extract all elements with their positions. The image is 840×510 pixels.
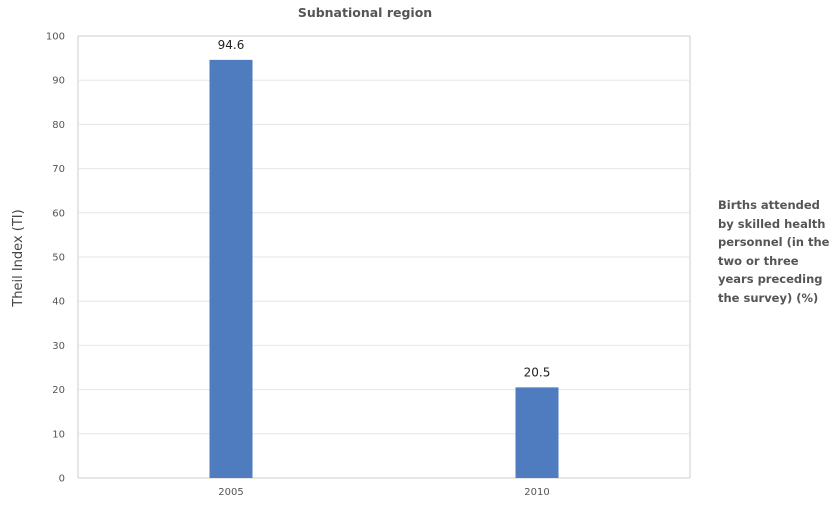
bar-series	[209, 59, 559, 478]
y-tick-label: 40	[52, 297, 65, 308]
data-label-2005: 94.6	[218, 38, 245, 52]
bar-2010[interactable]	[515, 387, 559, 478]
bar-2005[interactable]	[209, 59, 253, 478]
y-tick-label: 10	[52, 429, 65, 440]
x-axis-ticks: 2005 2010	[218, 487, 549, 498]
y-tick-label: 70	[52, 164, 65, 175]
x-tick-label: 2010	[524, 487, 549, 498]
data-labels: 94.6 20.5	[218, 38, 551, 380]
y-tick-label: 20	[52, 385, 65, 396]
y-tick-label: 90	[52, 76, 65, 87]
y-axis-ticks: 0 10 20 30 40 50 60 70 80 90 100	[46, 32, 65, 485]
x-tick-label: 2005	[218, 487, 243, 498]
data-label-2010: 20.5	[524, 365, 551, 379]
y-tick-label: 50	[52, 253, 65, 264]
y-tick-label: 100	[46, 32, 65, 43]
y-axis-label: Theil Index (TI)	[11, 209, 26, 307]
y-tick-label: 30	[52, 341, 65, 352]
y-tick-label: 60	[52, 208, 65, 219]
gridlines	[78, 79, 690, 435]
y-tick-label: 80	[52, 120, 65, 131]
y-tick-label: 0	[59, 474, 65, 485]
legend-item[interactable]: Births attended by skilled health person…	[718, 198, 830, 305]
chart-title: Subnational region	[298, 5, 432, 20]
